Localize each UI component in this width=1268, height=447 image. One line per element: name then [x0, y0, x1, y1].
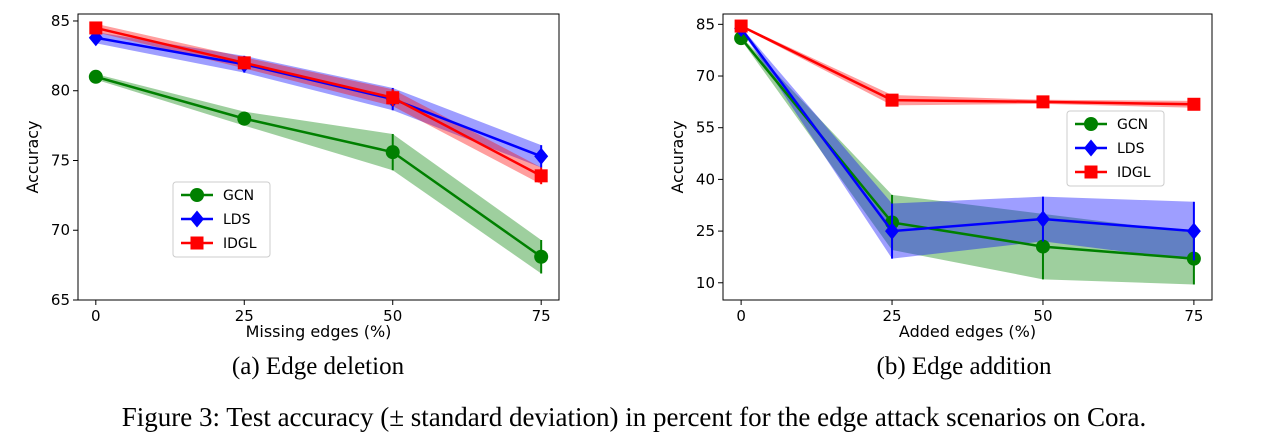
figure-caption: Figure 3: Test accuracy (± standard devi… — [122, 402, 1147, 432]
x-tick-label: 25 — [882, 307, 901, 325]
point-lds-b — [1186, 222, 1201, 240]
y-tick-label: 40 — [696, 170, 715, 188]
point-idgl-b — [734, 19, 748, 33]
point-idgl-b — [1187, 97, 1201, 111]
subtitle-b: (b) Edge addition — [877, 353, 1052, 380]
legend-marker-lds — [190, 210, 204, 228]
legend-marker-gcn — [1084, 117, 1098, 131]
x-tick-label: 75 — [1184, 307, 1203, 325]
axes-frame — [77, 13, 560, 301]
chart-edge-deletion: 65 70 75 80 85 0 25 50 75 Missing edges (%) Accura… — [23, 12, 560, 341]
x-tick-label: 50 — [383, 307, 402, 325]
y-tick-label: 85 — [51, 12, 70, 30]
legend-marker-lds — [1084, 139, 1098, 157]
y-axis-label: Accuracy — [668, 120, 687, 193]
legend-label-idgl: IDGL — [223, 236, 257, 252]
y-tick-label: 10 — [696, 274, 715, 292]
point-idgl-a — [89, 21, 103, 35]
point-gcn-a — [385, 145, 400, 160]
y-tick-label: 65 — [51, 291, 70, 309]
legend-label-gcn: GCN — [1117, 117, 1148, 133]
point-lds-b — [1035, 210, 1050, 228]
legend-a: GCN LDS IDGL — [172, 181, 271, 258]
x-axis-label: Added edges (%) — [899, 322, 1036, 341]
x-tick-label: 25 — [235, 307, 254, 325]
point-gcn-b — [1035, 239, 1050, 254]
point-lds-a — [534, 147, 549, 165]
axes-frame — [722, 13, 1213, 301]
x-axis-label: Missing edges (%) — [246, 322, 392, 341]
y-tick-label: 80 — [51, 82, 70, 100]
legend-marker-idgl — [190, 236, 204, 250]
x-tick-label: 75 — [532, 307, 551, 325]
point-gcn-a — [88, 69, 103, 84]
x-tick-label: 50 — [1033, 307, 1052, 325]
subtitle-a: (a) Edge deletion — [232, 353, 405, 380]
legend-marker-gcn — [190, 188, 204, 202]
point-lds-a — [88, 29, 103, 47]
point-idgl-a — [386, 91, 400, 105]
legend-b: GCN LDS IDGL — [1066, 110, 1165, 187]
y-tick-label: 25 — [696, 222, 715, 240]
y-tick-label: 70 — [51, 221, 70, 239]
line-lds-a — [95, 36, 542, 158]
point-idgl-b — [885, 93, 899, 107]
y-tick-label: 55 — [696, 119, 715, 137]
x-tick-label: 0 — [736, 307, 746, 325]
point-idgl-a — [237, 56, 251, 70]
point-gcn-a — [534, 249, 549, 264]
y-tick-label: 75 — [51, 151, 70, 169]
line-lds-b — [740, 27, 1194, 233]
chart-edge-addition: 10 25 40 55 70 85 0 25 50 75 Added edges (%) Accura… — [668, 13, 1213, 341]
line-idgl-a — [95, 26, 542, 177]
legend-label-gcn: GCN — [223, 188, 254, 204]
point-idgl-b — [1036, 95, 1050, 109]
band-gcn-a — [95, 73, 542, 274]
point-gcn-a — [237, 111, 252, 126]
x-tick-label: 0 — [91, 307, 101, 325]
legend-label-lds: LDS — [223, 212, 251, 228]
line-idgl-b — [740, 24, 1194, 106]
y-tick-label: 70 — [696, 67, 715, 85]
legend-marker-idgl — [1084, 165, 1098, 179]
band-idgl-a — [95, 23, 542, 185]
y-tick-label: 85 — [696, 15, 715, 33]
line-gcn-a — [95, 75, 542, 258]
legend-label-lds: LDS — [1117, 141, 1145, 157]
band-lds-b — [741, 27, 1194, 261]
point-idgl-a — [534, 169, 548, 183]
legend-label-idgl: IDGL — [1117, 165, 1151, 181]
band-idgl-b — [741, 25, 1194, 108]
point-lds-b — [885, 222, 900, 240]
y-axis-label: Accuracy — [23, 120, 42, 193]
